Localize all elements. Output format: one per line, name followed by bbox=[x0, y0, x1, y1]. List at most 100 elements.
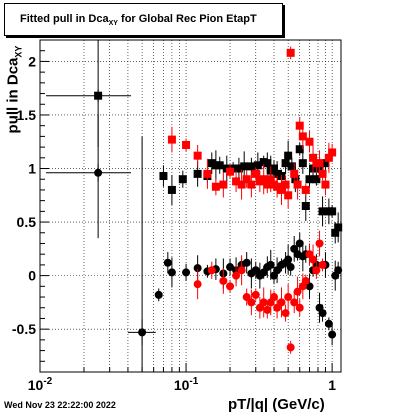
data-point-square bbox=[293, 180, 302, 189]
data-point-circle bbox=[167, 268, 176, 277]
data-point-square bbox=[291, 175, 300, 184]
data-point-circle bbox=[328, 330, 337, 339]
data-point-circle bbox=[309, 255, 318, 264]
data-point-square bbox=[237, 180, 246, 189]
data-point-square bbox=[287, 162, 296, 171]
data-point-square bbox=[215, 161, 224, 170]
data-point-square bbox=[328, 207, 337, 216]
data-point-square bbox=[240, 162, 249, 171]
y-tick-label: 0.5 bbox=[17, 214, 37, 230]
data-point-square bbox=[242, 175, 251, 184]
data-point-circle bbox=[226, 282, 235, 291]
data-point-square bbox=[167, 185, 176, 194]
data-point-circle bbox=[259, 298, 268, 307]
data-point-square bbox=[234, 164, 243, 173]
data-point-square bbox=[273, 169, 282, 178]
data-point-circle bbox=[281, 309, 290, 318]
data-point-circle bbox=[284, 293, 293, 302]
data-marks bbox=[46, 40, 343, 372]
data-point-circle bbox=[247, 298, 256, 307]
data-point-square bbox=[305, 137, 314, 146]
data-point-circle bbox=[193, 280, 202, 289]
data-point-circle bbox=[237, 266, 246, 275]
data-point-square bbox=[207, 159, 216, 168]
y-tick-label: 0 bbox=[28, 268, 36, 284]
data-point-circle bbox=[154, 290, 163, 299]
data-point-square bbox=[270, 164, 279, 173]
chart-title-subscript: XY bbox=[108, 20, 118, 28]
data-point-square bbox=[315, 159, 324, 168]
chart-title-main: Fitted pull in Dca bbox=[20, 13, 109, 25]
data-point-circle bbox=[193, 264, 202, 273]
data-point-circle bbox=[286, 263, 295, 272]
data-point-square bbox=[281, 159, 290, 168]
data-point-square bbox=[251, 169, 260, 178]
data-point-circle bbox=[334, 266, 343, 275]
x-tick-label-exponent: -2 bbox=[43, 376, 52, 387]
data-point-circle bbox=[273, 266, 282, 275]
data-point-square bbox=[318, 207, 327, 216]
data-point-square bbox=[219, 180, 228, 189]
y-tick-label: 2 bbox=[28, 53, 36, 69]
data-point-square bbox=[324, 153, 333, 162]
y-tick-label: 1 bbox=[28, 161, 36, 177]
data-point-square bbox=[211, 182, 220, 191]
data-point-circle bbox=[226, 263, 235, 272]
data-point-square bbox=[253, 161, 262, 170]
data-point-circle bbox=[290, 298, 299, 307]
data-point-square bbox=[286, 48, 295, 57]
data-point-circle bbox=[295, 303, 304, 312]
data-point-circle bbox=[266, 260, 275, 269]
x-tick-label: 10-1 bbox=[174, 376, 199, 393]
data-point-circle bbox=[277, 298, 286, 307]
data-point-square bbox=[247, 162, 256, 171]
data-point-circle bbox=[270, 293, 279, 302]
data-point-circle bbox=[301, 276, 310, 285]
data-point-square bbox=[193, 169, 202, 178]
data-point-circle bbox=[242, 258, 251, 267]
data-point-circle bbox=[315, 239, 324, 248]
data-point-square bbox=[305, 175, 314, 184]
data-point-square bbox=[284, 191, 293, 200]
chart-title: Fitted pull in DcaXY for Global Rec Pion… bbox=[20, 13, 257, 27]
data-point-square bbox=[301, 185, 310, 194]
data-point-circle bbox=[163, 258, 172, 267]
data-point-circle bbox=[242, 293, 251, 302]
data-point-circle bbox=[318, 309, 327, 318]
data-point-circle bbox=[263, 305, 272, 314]
data-point-square bbox=[281, 180, 290, 189]
data-point-square bbox=[321, 159, 330, 168]
data-point-square bbox=[331, 228, 340, 237]
y-axis-label-subscript: XY bbox=[13, 45, 24, 58]
data-point-square bbox=[284, 151, 293, 160]
data-point-circle bbox=[219, 276, 228, 285]
x-tick-label: 10-2 bbox=[28, 376, 53, 393]
data-point-square bbox=[334, 223, 343, 232]
data-point-square bbox=[203, 169, 212, 178]
data-point-square bbox=[277, 185, 286, 194]
data-point-square bbox=[193, 151, 202, 160]
data-point-square bbox=[167, 135, 176, 144]
data-point-circle bbox=[251, 290, 260, 299]
data-point-circle bbox=[318, 260, 327, 269]
data-point-square bbox=[226, 167, 235, 176]
grid-lines bbox=[39, 40, 341, 372]
y-axis-label: pull in DcaXY bbox=[5, 40, 24, 140]
data-point-square bbox=[159, 172, 168, 181]
data-point-square bbox=[247, 180, 256, 189]
data-point-square bbox=[259, 175, 268, 184]
data-point-circle bbox=[324, 319, 333, 328]
data-point-square bbox=[273, 182, 282, 191]
data-point-circle bbox=[273, 303, 282, 312]
data-point-square bbox=[178, 175, 187, 184]
data-point-circle bbox=[207, 266, 216, 275]
timestamp: Wed Nov 23 22:22:00 2022 bbox=[4, 400, 116, 410]
data-point-circle bbox=[295, 239, 304, 248]
data-point-square bbox=[263, 180, 272, 189]
data-point-square bbox=[266, 175, 275, 184]
x-tick-label: 1 bbox=[328, 377, 336, 393]
data-point-square bbox=[232, 177, 241, 186]
data-point-square bbox=[295, 145, 304, 154]
data-point-square bbox=[298, 132, 307, 141]
y-tick-label: 1.5 bbox=[17, 107, 37, 123]
